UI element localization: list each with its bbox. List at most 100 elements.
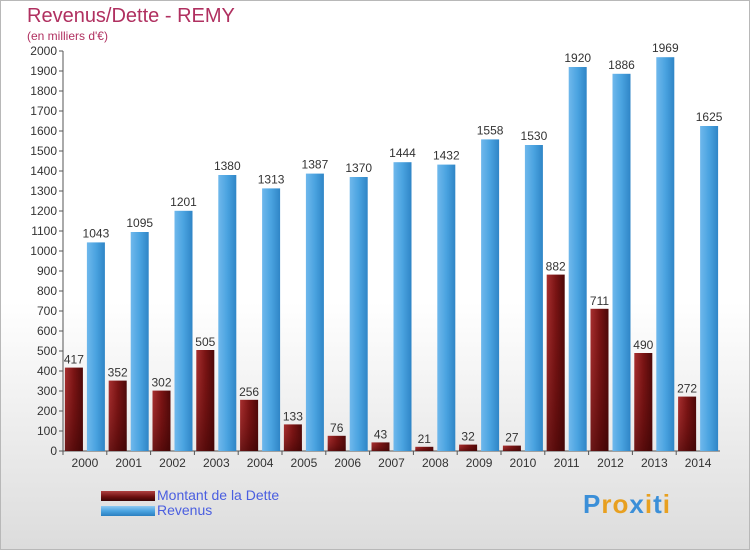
x-tick-label: 2001	[115, 456, 142, 470]
bar-revenus	[481, 139, 500, 451]
legend-label-revenus: Revenus	[157, 502, 213, 518]
bar-dette-shade	[590, 308, 609, 451]
y-tick-label: 1900	[30, 64, 57, 78]
x-tick-label: 2010	[510, 456, 537, 470]
bar-revenus	[174, 210, 193, 451]
x-tick-label: 2009	[466, 456, 493, 470]
y-tick-label: 1600	[30, 124, 57, 138]
bar-dette-shade	[459, 444, 478, 451]
legend-label-dette: Montant de la Dette	[157, 487, 280, 503]
data-label-dette: 352	[108, 366, 128, 380]
data-label-dette: 882	[546, 260, 566, 274]
y-tick-label: 100	[37, 424, 57, 438]
bar-dette-shade	[678, 396, 697, 451]
bar-revenus	[437, 164, 456, 451]
bar-dette-shade	[546, 274, 565, 451]
y-tick-label: 1100	[31, 224, 57, 238]
bar-dette-shade	[108, 380, 127, 451]
bar-revenus	[130, 232, 149, 451]
data-label-revenus: 1380	[214, 159, 241, 173]
bar-revenus	[568, 67, 587, 451]
bar-dette-shade	[502, 445, 521, 451]
data-label-dette: 711	[590, 294, 609, 308]
bar-revenus	[349, 177, 368, 451]
data-label-revenus: 1043	[83, 226, 110, 240]
y-tick-label: 1800	[30, 84, 57, 98]
data-label-dette: 490	[633, 338, 653, 352]
data-label-revenus: 1530	[521, 129, 548, 143]
x-tick-label: 2003	[203, 456, 230, 470]
brand-letter: t	[653, 489, 663, 519]
legend-swatch-dette	[101, 491, 155, 501]
legend-swatch-revenus	[101, 506, 155, 516]
bar-dette-shade	[371, 442, 390, 451]
y-tick-label: 800	[37, 284, 57, 298]
y-tick-label: 1400	[30, 164, 57, 178]
y-tick-label: 400	[37, 364, 57, 378]
bar-dette-shade	[283, 424, 302, 451]
data-label-dette: 32	[461, 430, 475, 444]
data-label-revenus: 1095	[126, 216, 153, 230]
bar-revenus	[305, 173, 324, 451]
y-tick-label: 600	[37, 324, 57, 338]
y-tick-label: 0	[50, 444, 57, 458]
data-label-dette: 27	[505, 431, 519, 445]
data-label-revenus: 1886	[608, 58, 635, 72]
x-tick-label: 2012	[597, 456, 624, 470]
brand-letter: P	[583, 489, 602, 519]
y-tick-label: 300	[37, 384, 57, 398]
data-label-dette: 43	[374, 427, 388, 441]
brand-letter: i	[662, 489, 671, 519]
x-tick-label: 2006	[334, 456, 361, 470]
data-label-dette: 302	[151, 376, 171, 390]
x-tick-label: 2014	[685, 456, 712, 470]
data-label-revenus: 1558	[477, 123, 504, 137]
bar-revenus	[86, 242, 105, 451]
x-tick-label: 2000	[72, 456, 99, 470]
bar-revenus	[262, 188, 281, 451]
x-tick-label: 2004	[247, 456, 274, 470]
bar-dette-shade	[152, 390, 171, 451]
bar-revenus	[218, 175, 237, 451]
x-tick-label: 2002	[159, 456, 186, 470]
data-label-revenus: 1432	[433, 149, 460, 163]
data-label-dette: 505	[195, 335, 215, 349]
bar-dette-shade	[415, 446, 434, 451]
bar-revenus	[612, 73, 631, 452]
chart-title: Revenus/Dette - REMY	[27, 5, 235, 27]
bar-dette-shade	[240, 399, 259, 451]
y-tick-label: 1700	[30, 104, 57, 118]
y-tick-label: 700	[37, 304, 57, 318]
brand-letter: x	[629, 489, 645, 519]
chart-subtitle: (en milliers d'€)	[27, 29, 108, 43]
bar-revenus	[700, 126, 719, 451]
y-tick-label: 2000	[30, 44, 57, 58]
data-label-revenus: 1920	[564, 51, 591, 65]
y-tick-label: 900	[37, 264, 57, 278]
data-label-dette: 417	[64, 353, 84, 367]
y-tick-label: 1500	[30, 144, 57, 158]
data-label-dette: 76	[330, 421, 344, 435]
data-label-revenus: 1313	[258, 172, 285, 186]
data-label-dette: 256	[239, 385, 259, 399]
data-label-dette: 133	[283, 409, 303, 423]
data-label-revenus: 1201	[170, 195, 197, 209]
brand-letter: o	[612, 489, 630, 519]
bar-dette-shade	[634, 353, 653, 451]
data-label-dette: 21	[418, 432, 432, 446]
x-tick-label: 2013	[641, 456, 668, 470]
data-label-revenus: 1444	[389, 146, 416, 160]
y-tick-label: 500	[37, 344, 57, 358]
data-label-revenus: 1370	[345, 161, 372, 175]
bar-revenus	[656, 57, 675, 451]
brand-logo: Proxiti	[583, 489, 671, 520]
brand-letter: i	[644, 489, 654, 519]
x-tick-label: 2005	[291, 456, 318, 470]
bar-dette-shade	[64, 367, 83, 451]
x-tick-label: 2008	[422, 456, 449, 470]
y-tick-label: 1200	[30, 204, 57, 218]
y-tick-label: 1000	[30, 244, 57, 258]
data-label-revenus: 1969	[652, 41, 679, 55]
